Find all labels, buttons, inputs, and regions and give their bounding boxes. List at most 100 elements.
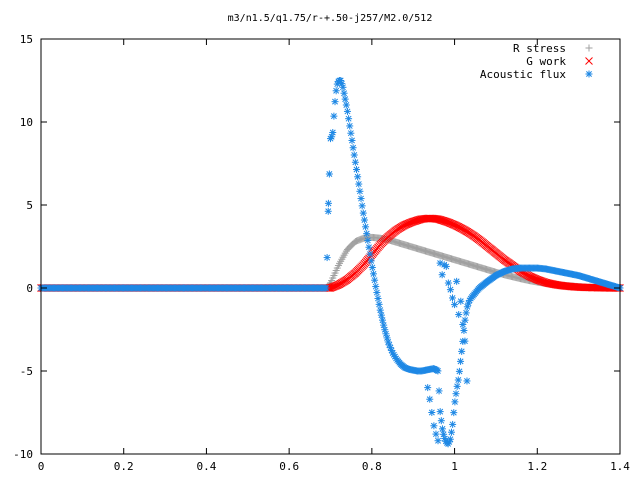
marker-acoustic-flux [446, 435, 454, 443]
marker-acoustic-flux [460, 327, 468, 335]
x-tick-label: 0.6 [279, 460, 299, 473]
marker-acoustic-flux [338, 80, 346, 88]
marker-acoustic-flux [351, 158, 359, 166]
marker-acoustic-flux-scattered [442, 262, 450, 270]
marker-acoustic-flux-scattered [432, 430, 440, 438]
legend-label: G work [526, 55, 566, 68]
marker-acoustic-flux [339, 83, 347, 91]
marker-acoustic-flux [349, 144, 357, 152]
x-tick-label: 0.4 [196, 460, 216, 473]
marker-acoustic-flux-scattered [453, 277, 461, 285]
x-tick-label: 1 [451, 460, 458, 473]
marker-acoustic-flux [329, 128, 337, 136]
marker-acoustic-flux [356, 187, 364, 195]
marker-acoustic-flux [358, 202, 366, 210]
marker-acoustic-flux-scattered [446, 286, 454, 294]
marker-acoustic-flux [353, 166, 361, 174]
marker-acoustic-flux-scattered [428, 409, 436, 416]
marker-acoustic-flux [328, 133, 336, 141]
marker-acoustic-flux [452, 390, 460, 398]
marker-acoustic-flux-scattered [451, 301, 459, 309]
marker-acoustic-flux [448, 428, 456, 436]
marker-acoustic-flux-scattered [426, 395, 434, 403]
chart-title: m3/n1.5/q1.75/r-+.50-j257/M2.0/512 [228, 13, 433, 24]
legend-marker [585, 57, 593, 65]
marker-acoustic-flux [449, 420, 457, 428]
marker-acoustic-flux [368, 263, 376, 271]
marker-acoustic-flux-scattered [463, 377, 471, 385]
marker-acoustic-flux [454, 376, 462, 384]
marker-acoustic-flux [331, 98, 339, 106]
marker-acoustic-flux [457, 357, 465, 365]
plot-frame [40, 38, 621, 455]
marker-acoustic-flux [383, 334, 391, 342]
marker-acoustic-flux [375, 300, 383, 308]
marker-acoustic-flux [380, 321, 388, 329]
axes: 0 0.2 0.4 0.6 0.8 1 1.2 1.4 -10 -5 0 5 10 15 [13, 33, 630, 473]
marker-acoustic-flux [322, 284, 330, 292]
marker-acoustic-flux [458, 347, 466, 355]
x-tick-label: 0 [38, 460, 45, 473]
marker-acoustic-flux [346, 122, 354, 130]
marker-acoustic-flux-scattered [457, 297, 465, 305]
x-tick-label: 1.4 [610, 460, 630, 473]
marker-acoustic-flux [325, 170, 333, 178]
marker-acoustic-flux [434, 367, 442, 375]
marker-acoustic-flux [369, 270, 377, 278]
marker-acoustic-flux [341, 95, 349, 103]
legend-label: Acoustic flux [480, 68, 566, 81]
marker-acoustic-flux [455, 367, 463, 375]
marker-acoustic-flux [374, 294, 382, 302]
x-tick-label: 0.8 [362, 460, 382, 473]
marker-acoustic-flux [357, 195, 365, 203]
marker-acoustic-flux [362, 223, 370, 231]
marker-acoustic-flux [355, 180, 363, 188]
y-tick-label: 0 [26, 282, 33, 295]
y-tick-label: 5 [26, 199, 33, 212]
y-tick-label: 15 [20, 33, 33, 46]
marker-acoustic-flux [324, 207, 332, 215]
y-tick-label: 10 [20, 116, 33, 129]
marker-acoustic-flux [372, 283, 380, 291]
marker-acoustic-flux [379, 316, 387, 324]
marker-acoustic-flux-scattered [324, 199, 332, 207]
marker-acoustic-flux [371, 276, 379, 284]
marker-acoustic-flux [360, 216, 368, 224]
legend-marker [585, 70, 593, 78]
y-tick-label: -5 [20, 365, 33, 378]
legend-marker [585, 44, 593, 52]
marker-acoustic-flux [373, 289, 381, 297]
marker-acoustic-flux-scattered [461, 337, 469, 345]
marker-acoustic-flux [347, 129, 355, 137]
x-tick-label: 0.2 [114, 460, 134, 473]
marker-acoustic-flux [348, 136, 356, 144]
x-tick-label: 1.2 [527, 460, 547, 473]
marker-acoustic-flux-scattered [444, 279, 452, 287]
marker-acoustic-flux [377, 311, 385, 319]
marker-acoustic-flux-scattered [438, 271, 446, 279]
marker-acoustic-flux [363, 230, 371, 238]
marker-acoustic-flux [381, 326, 389, 334]
y-tick-label: -10 [13, 448, 33, 461]
marker-acoustic-flux [345, 115, 353, 123]
marker-acoustic-flux [437, 417, 445, 425]
marker-acoustic-flux [330, 112, 338, 120]
marker-acoustic-flux [440, 430, 448, 438]
marker-acoustic-flux [340, 89, 348, 97]
marker-acoustic-flux [366, 250, 374, 258]
marker-acoustic-flux [451, 398, 459, 406]
marker-acoustic-flux [343, 107, 351, 115]
marker-acoustic-flux [462, 309, 470, 317]
marker-acoustic-flux [350, 151, 358, 159]
data-markers [37, 77, 624, 448]
marker-acoustic-flux-scattered [449, 294, 457, 302]
marker-acoustic-flux [354, 173, 362, 181]
legend-label: R stress [513, 42, 566, 55]
marker-acoustic-flux [367, 257, 375, 265]
marker-acoustic-flux-scattered [455, 311, 463, 319]
marker-acoustic-flux [450, 409, 458, 417]
marker-acoustic-flux [365, 243, 373, 251]
marker-acoustic-flux-scattered [434, 437, 442, 445]
marker-acoustic-flux [453, 382, 461, 390]
